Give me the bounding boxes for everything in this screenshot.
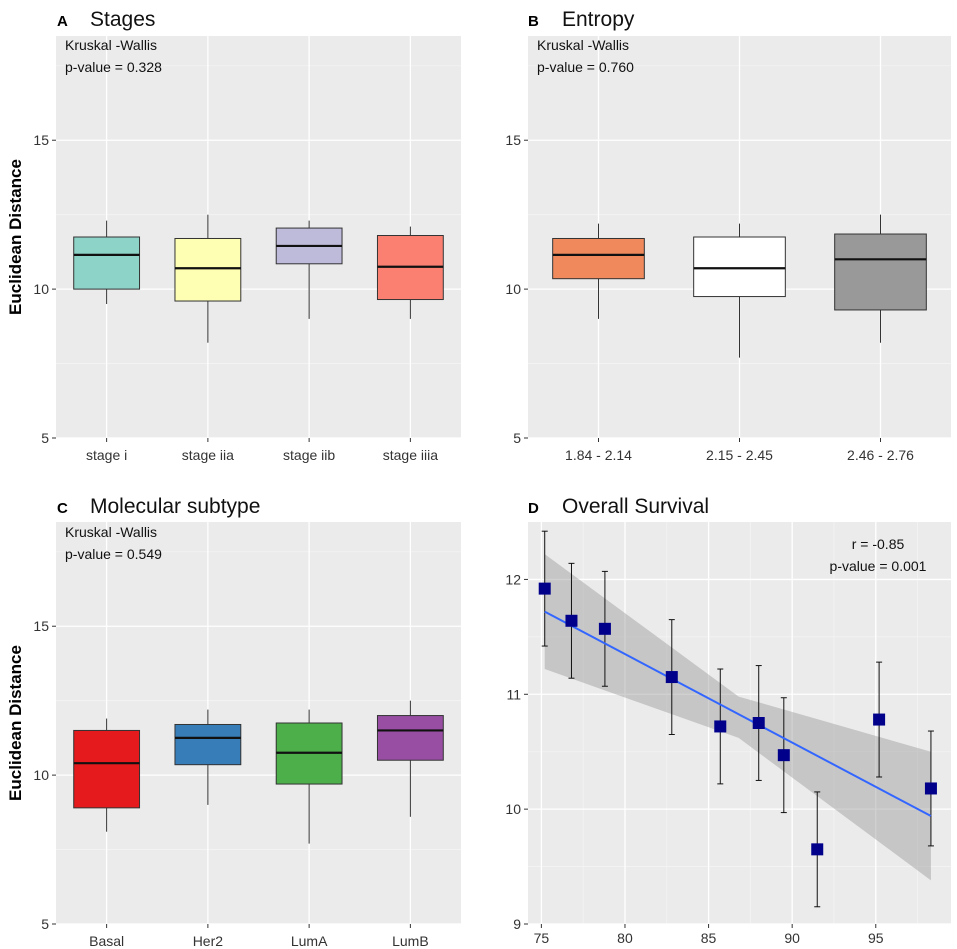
x-tick-label: stage iib	[283, 447, 335, 463]
data-point	[752, 717, 765, 729]
data-point	[538, 582, 551, 595]
test-name: Kruskal -Wallis	[537, 37, 629, 53]
panel-title: Molecular subtype	[90, 495, 260, 518]
box-1-84-2-14	[552, 223, 645, 319]
y-tick-label: 9	[513, 916, 521, 932]
box-body	[376, 715, 444, 761]
p-value: p-value = 0.328	[65, 59, 162, 75]
x-tick-label: stage iiia	[383, 447, 438, 463]
y-tick-label: 12	[505, 571, 521, 587]
y-axis-label: Euclidean Distance	[6, 159, 25, 315]
x-tick-label: LumB	[392, 933, 429, 949]
y-tick-label: 5	[513, 430, 521, 446]
y-axis-label: Euclidean Distance	[6, 645, 25, 801]
y-tick-label: 15	[33, 132, 49, 148]
x-tick-label: 95	[868, 930, 884, 946]
x-tick-label: LumA	[291, 933, 328, 949]
test-name: Kruskal -Wallis	[65, 524, 157, 540]
p-value: p-value = 0.549	[65, 546, 162, 562]
x-tick-label: 85	[701, 930, 717, 946]
test-name: Kruskal -Wallis	[65, 37, 157, 53]
data-point	[714, 720, 727, 733]
box-stage-iiia	[376, 226, 444, 319]
x-tick-label: stage iia	[182, 447, 234, 463]
data-point	[811, 843, 824, 856]
box-body	[693, 236, 786, 298]
y-tick-label: 10	[505, 281, 521, 297]
data-point	[924, 782, 937, 795]
y-tick-label: 5	[41, 430, 49, 446]
box-body	[834, 233, 927, 311]
x-tick-label: Basal	[89, 933, 124, 949]
box-stage-iia	[174, 214, 242, 343]
panel-title: Stages	[90, 8, 155, 31]
y-tick-label: 15	[33, 618, 49, 634]
box-body	[552, 237, 645, 280]
confidence-band	[544, 554, 931, 881]
data-point	[873, 713, 886, 726]
data-point	[777, 749, 790, 762]
data-point	[598, 622, 611, 635]
box-lumb	[376, 700, 444, 817]
y-tick-label: 15	[505, 132, 521, 148]
y-tick-label: 10	[33, 767, 49, 783]
x-tick-label: 1.84 - 2.14	[565, 447, 632, 463]
box-luma	[275, 709, 343, 844]
panel-label: C	[57, 500, 68, 517]
panel-d: 9 10 11 12 75 80 85 90 95 D Overall Survival r = -0…	[505, 495, 951, 946]
p-value: p-value = 0.760	[537, 59, 634, 75]
box-stage-iib	[275, 220, 343, 319]
panel-label: D	[528, 500, 539, 517]
box-her2	[174, 709, 242, 805]
box-2-46-2-76	[834, 214, 927, 343]
x-tick-label: 2.46 - 2.76	[847, 447, 914, 463]
x-tick-label: 80	[617, 930, 633, 946]
correlation-r: r = -0.85	[852, 536, 905, 552]
data-point	[665, 671, 678, 684]
box-body	[73, 236, 141, 290]
y-tick-label: 10	[33, 281, 49, 297]
box-body	[174, 723, 242, 766]
box-body	[73, 729, 141, 809]
panel-c: 5 10 15 Basal Her2 LumA LumB C Molecular subtype…	[6, 495, 461, 949]
box-stage-i	[73, 220, 141, 304]
y-tick-label: 10	[505, 801, 521, 817]
x-tick-label: 75	[534, 930, 550, 946]
x-tick-label: stage i	[86, 447, 127, 463]
data-point	[565, 614, 578, 627]
regression-line	[544, 610, 932, 817]
x-tick-label: 90	[784, 930, 800, 946]
panel-label: B	[528, 13, 539, 30]
x-tick-label: Her2	[193, 933, 224, 949]
x-tick-label: 2.15 - 2.45	[706, 447, 773, 463]
y-tick-label: 11	[506, 686, 521, 702]
panel-title: Overall Survival	[562, 495, 709, 518]
panel-label: A	[57, 13, 68, 30]
panel-a: 5 10 15 stage i stage iia stage iib stage iiia…	[6, 8, 461, 463]
y-tick-label: 5	[41, 916, 49, 932]
panel-b: 5 10 15 1.84 - 2.14 2.15 - 2.45 2.46 - 2.76 B E…	[505, 8, 951, 463]
box-2-15-2-45	[693, 223, 786, 358]
box-body	[174, 237, 242, 302]
p-value: p-value = 0.001	[830, 558, 927, 574]
box-basal	[73, 718, 141, 832]
panel-title: Entropy	[562, 8, 635, 31]
